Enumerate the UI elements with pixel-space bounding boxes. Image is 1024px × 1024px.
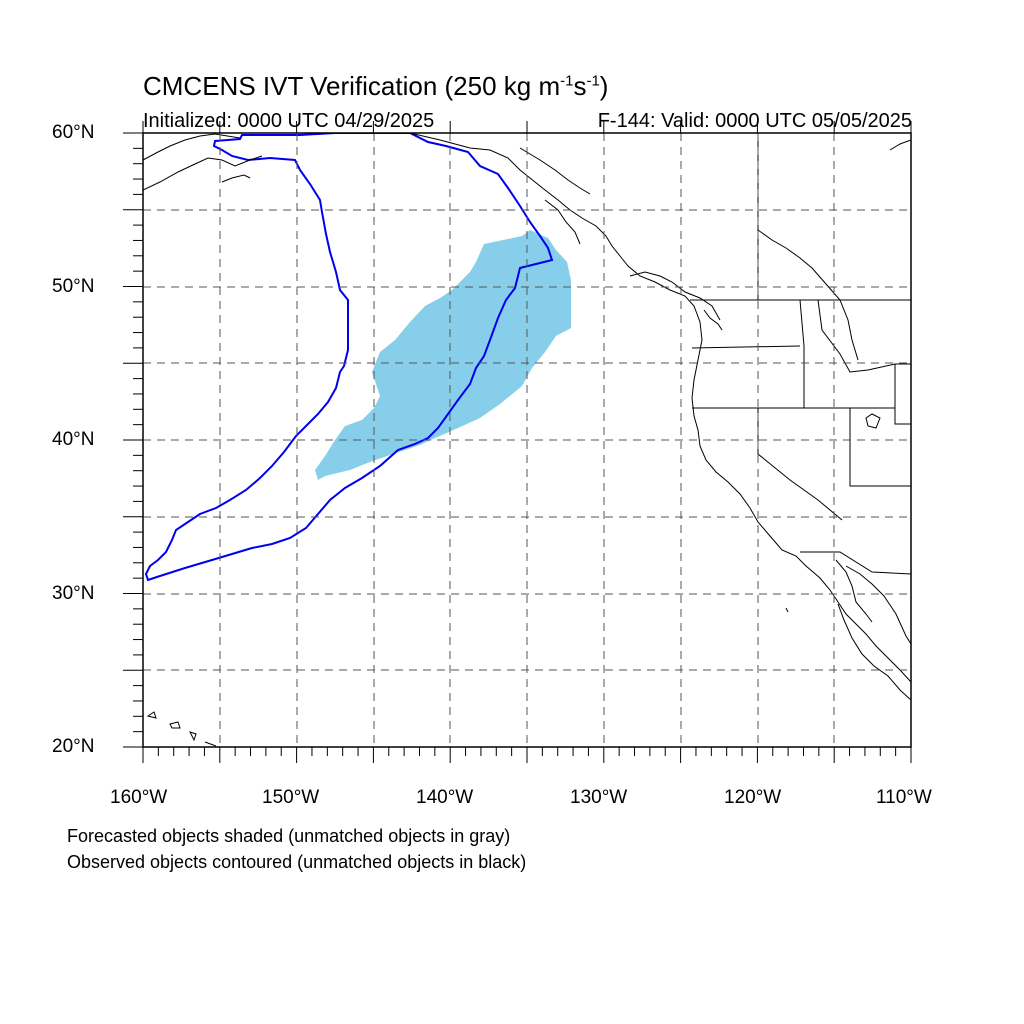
map-title: CMCENS IVT Verification (250 kg m-1s-1) [143,71,609,101]
valid-time: F-144: Valid: 0000 UTC 05/05/2025 [597,110,912,132]
forecast-object [315,230,571,480]
lat-label-50n: 50°N [52,276,95,297]
lat-label-40n: 40°N [52,429,95,450]
gridlines [143,133,911,747]
lon-label-120w: 120°W [724,787,782,808]
initialized-time: Initialized: 0000 UTC 04/29/2025 [143,110,435,132]
lat-label-20n: 20°N [52,736,95,757]
lon-label-160w: 160°W [110,787,168,808]
lon-label-110w: 110°W [876,787,932,808]
lon-label-130w: 130°W [570,787,628,808]
observed-note: Observed objects contoured (unmatched ob… [67,852,527,872]
lon-label-150w: 150°W [262,787,320,808]
lon-label-140w: 140°W [416,787,474,808]
axis-ticks [123,121,912,763]
forecast-note: Forecasted objects shaded (unmatched obj… [67,826,511,846]
lat-label-30n: 30°N [52,583,95,604]
boundaries [690,133,911,575]
lat-label-60n: 60°N [52,122,95,143]
